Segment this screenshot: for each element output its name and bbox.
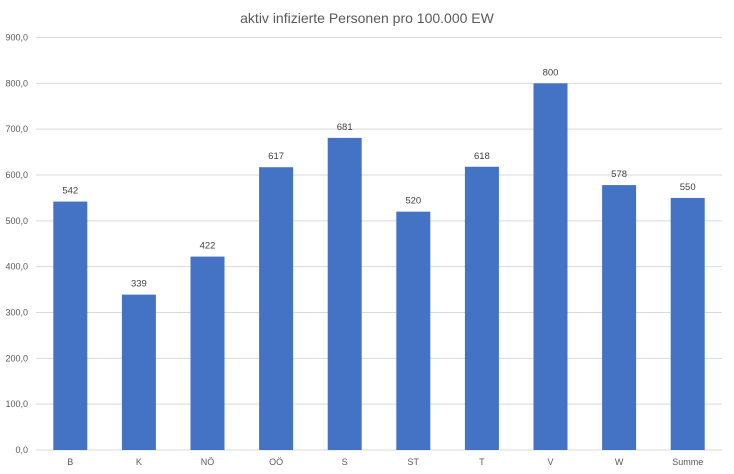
x-tick-label: T [479,457,485,467]
data-label: 800 [543,67,559,78]
x-tick-label: W [615,457,624,467]
y-tick-label: 700,0 [5,124,28,134]
bar-st [396,211,431,450]
bar-oö [259,167,294,451]
chart-title: aktiv infizierte Personen pro 100.000 EW [240,10,494,26]
y-tick-label: 400,0 [5,262,28,272]
data-label: 550 [680,182,696,193]
bars [53,83,705,451]
x-tick-label: K [136,457,142,467]
bar-summe [670,197,705,450]
bar-v [533,83,568,450]
x-tick-label: V [547,457,553,467]
y-tick-label: 300,0 [5,308,28,318]
data-label: 681 [337,122,353,133]
bar-k [121,294,156,450]
data-label: 520 [405,196,421,207]
data-label: 339 [131,279,147,290]
y-tick-label: 0,0 [15,445,28,455]
y-axis-tick-labels: 0,0 100,0 200,0 300,0 400,0 500,0 600,0 700,0 80… [5,33,28,456]
bar-b [53,201,88,450]
x-tick-label: OÖ [269,457,283,467]
data-label: 578 [611,169,627,180]
x-tick-label: S [342,457,348,467]
y-tick-label: 600,0 [5,170,28,180]
y-tick-label: 800,0 [5,78,28,88]
x-tick-label: NÖ [201,457,215,467]
bar-s [327,137,362,450]
x-tick-label: B [67,457,73,467]
bar-nö [190,256,225,450]
y-tick-label: 900,0 [5,33,28,43]
bar-w [602,185,637,451]
data-labels: 542 339 422 617 681 520 618 800 578 550 [62,67,695,289]
y-tick-label: 500,0 [5,216,28,226]
y-tick-label: 100,0 [5,399,28,409]
bar-t [464,166,499,450]
x-tick-label: ST [408,457,420,467]
data-label: 618 [474,151,490,162]
x-axis-tick-labels: B K NÖ OÖ S ST T V W Summe [67,457,703,467]
data-label: 542 [62,186,78,197]
data-label: 617 [268,151,284,162]
y-tick-label: 200,0 [5,353,28,363]
data-label: 422 [200,241,216,252]
x-tick-label: Summe [672,457,703,467]
